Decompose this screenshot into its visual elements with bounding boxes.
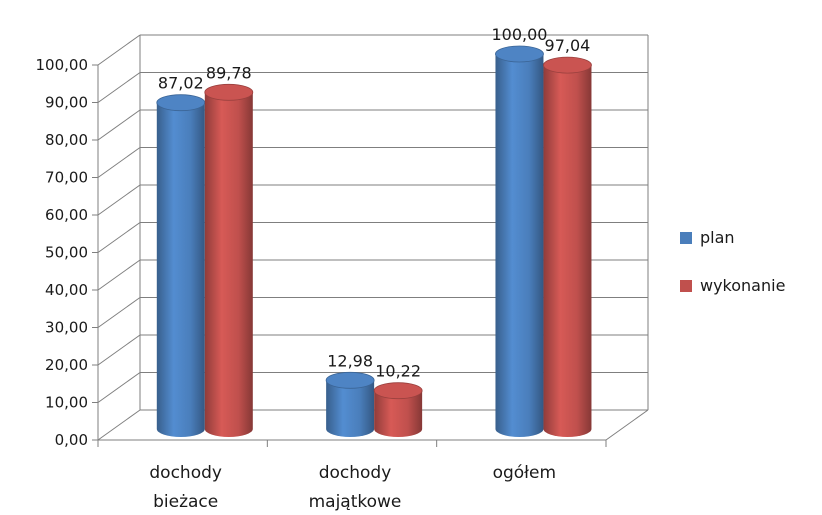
x-category-label: ogółem [493, 463, 556, 483]
gridline-diagonal [97, 259, 141, 291]
data-label: 12,98 [327, 351, 373, 370]
y-tick-label: 50,00 [45, 244, 88, 262]
data-label: 97,04 [545, 36, 591, 55]
bar-wykonanie [374, 390, 423, 437]
bar-plan [495, 54, 544, 437]
x-category-label: dochody [319, 463, 392, 483]
gridline-diagonal [97, 222, 141, 253]
legend-swatch-wykonanie [680, 280, 692, 292]
y-tick-label: 70,00 [45, 169, 88, 187]
y-tick-label: 10,00 [45, 394, 88, 412]
y-tick-label: 30,00 [45, 319, 88, 337]
bar-wykonanie [543, 65, 592, 437]
bar-top-plan [156, 94, 206, 112]
y-tick-label: 60,00 [45, 206, 88, 224]
gridline-diagonal [97, 109, 141, 141]
bar-plan [326, 380, 375, 437]
y-tick-label: 80,00 [45, 131, 88, 149]
data-label: 87,02 [158, 74, 204, 93]
x-category-label: majątkowe [309, 492, 402, 512]
legend: plan wykonanie [680, 228, 785, 295]
gridline-diagonal [97, 372, 141, 403]
gridline-diagonal [97, 34, 141, 66]
y-tick-label: 40,00 [45, 281, 88, 299]
floor-right-edge [605, 409, 649, 441]
legend-swatch-plan [680, 232, 692, 244]
y-tick-label: 100,00 [36, 56, 89, 74]
gridline-diagonal [97, 297, 141, 328]
gridline-diagonal [97, 334, 141, 366]
y-tick-label: 90,00 [45, 94, 88, 112]
data-label: 100,00 [491, 25, 547, 44]
bar-top-plan [325, 371, 375, 389]
gridline-diagonal [97, 72, 141, 103]
data-label: 89,78 [206, 63, 252, 82]
gridline-diagonal [97, 184, 141, 216]
x-category-label: dochody [149, 463, 222, 483]
gridline-diagonal [97, 147, 141, 178]
bar-plan [156, 102, 205, 438]
bars [156, 45, 592, 438]
bar-top-wykonanie [204, 83, 254, 101]
y-tick-label: 0,00 [55, 431, 88, 449]
bar-wykonanie [204, 92, 253, 437]
axes: 0,00 10,00 20,00 30,00 40,00 50,00 60,00 70,00 8… [36, 56, 649, 512]
gridline-diagonal [97, 409, 141, 441]
data-label: 10,22 [375, 362, 421, 381]
bar-top-wykonanie [373, 382, 423, 400]
legend-label: plan [700, 228, 735, 247]
y-tick-label: 20,00 [45, 356, 88, 374]
x-category-label: bieżace [153, 492, 218, 512]
bar-top-plan [495, 45, 544, 63]
legend-label: wykonanie [700, 276, 785, 295]
bar-top-wykonanie [543, 56, 592, 74]
